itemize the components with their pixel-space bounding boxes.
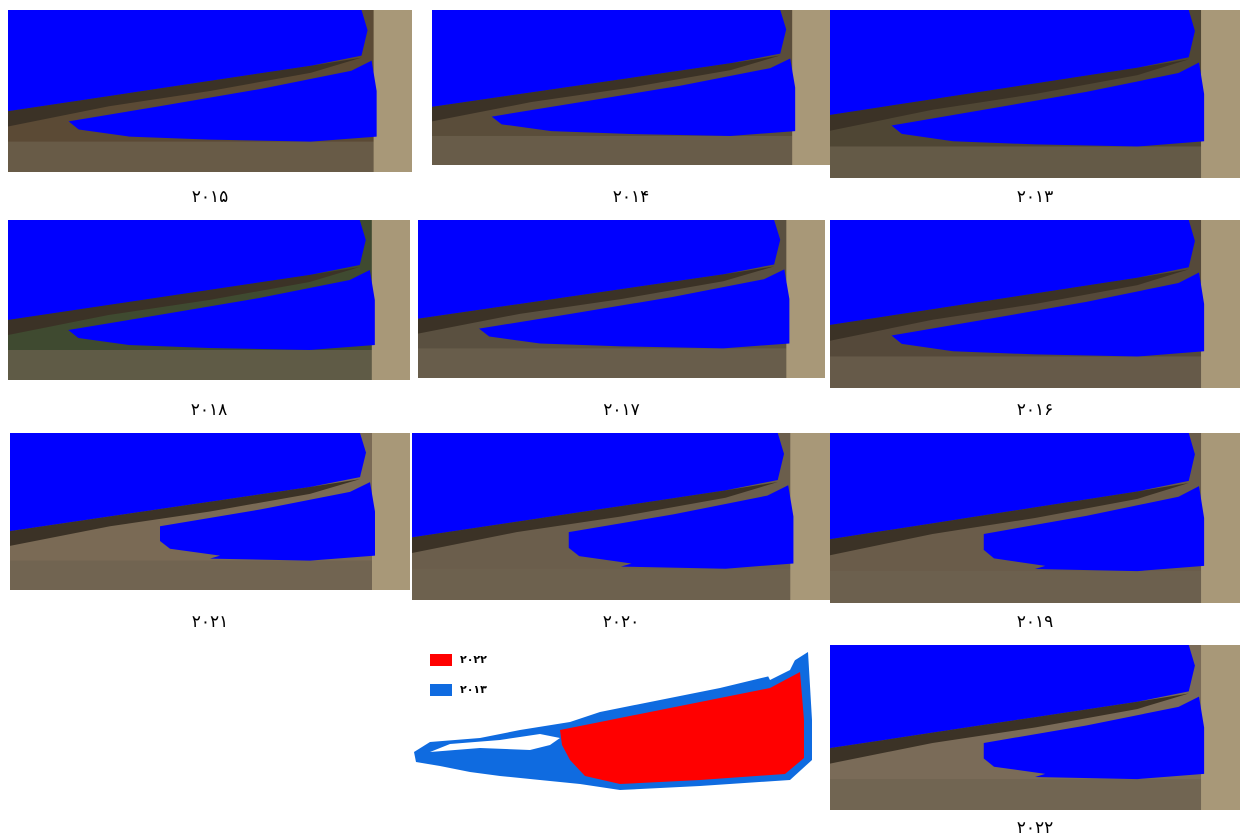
land-strip [8,350,410,380]
east-land [1201,220,1240,388]
legend-label: ۲۰۱۳ [460,683,487,696]
east-land [372,220,410,380]
land-strip [830,147,1240,179]
year-caption: ۲۰۱۳ [1017,187,1054,207]
land-strip [412,569,830,600]
land-strip [830,779,1240,810]
land-strip [830,571,1240,603]
land-strip [10,561,410,590]
year-caption: ۲۰۱۸ [191,400,228,420]
satellite-panel [830,645,1240,810]
year-caption: ۲۰۱۵ [192,187,229,207]
east-land [374,10,412,172]
satellite-panel [8,10,412,172]
land-strip [8,142,412,172]
year-caption: ۲۰۱۴ [613,187,650,207]
east-land [1201,10,1240,178]
year-caption: ۲۰۱۹ [1017,612,1054,632]
land-strip [432,136,830,165]
east-land [1201,433,1240,603]
legend-swatch [430,684,452,696]
east-land [786,220,825,378]
satellite-panel [10,433,410,590]
land-strip [418,348,825,378]
year-caption: ۲۰۱۶ [1017,400,1054,420]
east-land [792,10,830,165]
extent-2022 [560,672,804,784]
year-caption: ۲۰۱۷ [603,400,640,420]
satellite-panel [830,10,1240,178]
year-caption: ۲۰۲۱ [192,612,229,632]
east-land [372,433,410,590]
satellite-panel [418,220,825,378]
comparison-map [414,650,812,790]
satellite-panel [432,10,830,165]
legend-label: ۲۰۲۲ [460,653,487,666]
satellite-panel [830,433,1240,603]
land-strip [830,357,1240,389]
year-caption: ۲۰۲۲ [1017,818,1054,836]
figure: ۲۰۱۵ ۲۰۱۴ ۲۰۱۳ ۲۰۱۸ ۲۰۱۷ ۲۰۱۶ ۲۰۲۱ ۲۰۲۰ ۲۰۱۹ ۲۰۲۲… [0,0,1246,836]
satellite-panel [412,433,830,600]
east-land [790,433,830,600]
legend-swatch [430,654,452,666]
year-caption: ۲۰۲۰ [603,612,640,632]
satellite-panel [8,220,410,380]
east-land [1201,645,1240,810]
satellite-panel [830,220,1240,388]
